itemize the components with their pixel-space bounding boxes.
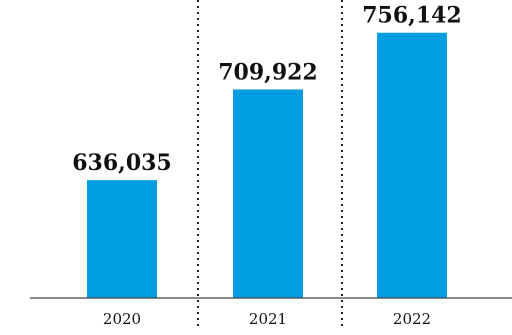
value-label-2020: 636,035 — [72, 150, 172, 176]
x-tick-label-2022: 2022 — [393, 310, 431, 328]
value-label-2021: 709,922 — [218, 59, 318, 85]
bars-group — [87, 32, 447, 299]
bar-2020 — [87, 180, 157, 298]
bar-2021 — [233, 89, 303, 298]
bar-2022 — [377, 32, 447, 299]
value-label-2022: 756,142 — [362, 3, 462, 29]
x-tick-labels-group: 2020 2021 2022 — [103, 310, 431, 328]
value-labels-group: 636,035 709,922 756,142 — [72, 3, 462, 176]
x-tick-label-2021: 2021 — [249, 310, 287, 328]
x-tick-label-2020: 2020 — [103, 310, 141, 328]
